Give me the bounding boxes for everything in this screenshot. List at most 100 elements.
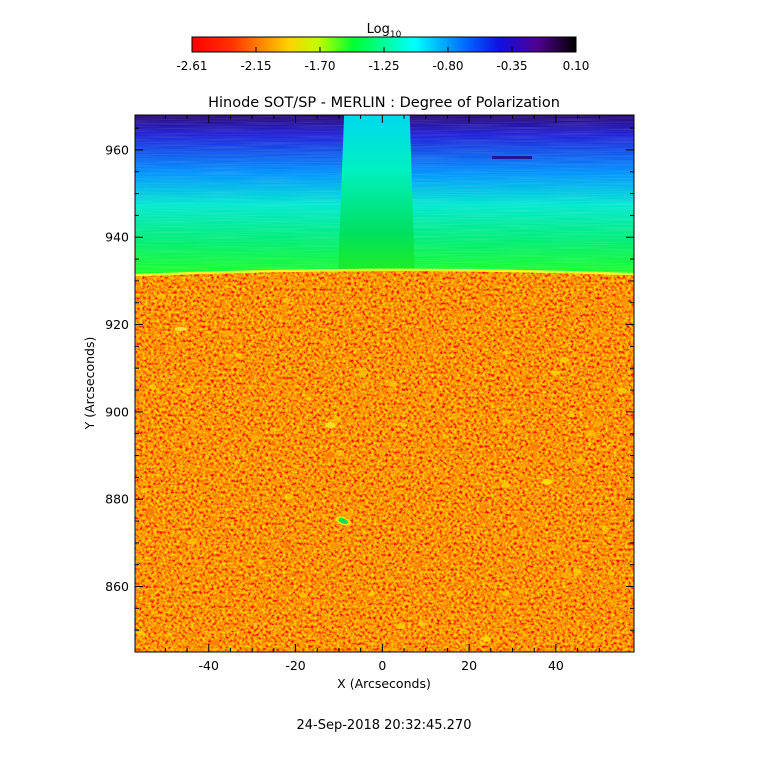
x-axis-label: X (Arcseconds) [337, 676, 431, 691]
bright-point [181, 536, 188, 541]
bright-point [325, 451, 335, 458]
y-tick-label: 960 [105, 142, 129, 157]
bright-point [381, 388, 388, 393]
bright-point [305, 396, 312, 401]
colorbar-tick-label: -2.15 [240, 59, 271, 73]
bright-point [561, 572, 571, 579]
bright-point [328, 543, 338, 550]
y-tick-label: 940 [105, 230, 129, 245]
bright-point [502, 419, 510, 425]
bright-point [298, 523, 302, 526]
bright-point [525, 385, 531, 389]
bright-point [388, 380, 398, 388]
bright-point [433, 467, 440, 471]
colorbar-tick-label: -0.80 [432, 59, 463, 73]
bright-point [219, 596, 226, 602]
bright-point [521, 378, 531, 385]
colorbar-label: Log10 [367, 22, 402, 40]
bright-point [435, 448, 440, 452]
bright-point [510, 317, 515, 320]
bright-point [160, 377, 165, 381]
bright-point [178, 343, 188, 350]
bright-point [493, 534, 500, 539]
bright-point [542, 478, 553, 485]
bright-point [592, 426, 600, 431]
bright-point [475, 468, 483, 474]
bright-point [367, 435, 372, 438]
bright-point [469, 544, 474, 548]
bright-point [368, 591, 376, 596]
y-tick-label: 900 [105, 404, 129, 419]
bright-point [502, 350, 509, 355]
bright-point [263, 384, 268, 387]
bright-point [336, 473, 343, 477]
bright-point [628, 311, 633, 314]
bright-point [588, 362, 594, 367]
bright-point [158, 503, 162, 506]
bright-point [145, 509, 155, 516]
x-tick-label: 0 [378, 658, 386, 673]
bright-point [263, 358, 274, 365]
bright-point [482, 635, 491, 642]
bright-point [559, 486, 565, 491]
bright-point [570, 293, 577, 297]
bright-point [174, 326, 187, 331]
bright-point [215, 498, 223, 504]
bright-point [210, 639, 220, 646]
bright-point [573, 525, 579, 529]
bright-point [550, 370, 561, 375]
bright-point [386, 576, 396, 583]
bright-point [560, 356, 569, 363]
bright-point [417, 621, 426, 627]
bright-point [325, 421, 336, 428]
bright-point [580, 566, 589, 573]
polarization-image [135, 115, 634, 652]
bright-point [557, 649, 562, 652]
bright-point [511, 289, 518, 293]
bright-point [170, 374, 177, 379]
bright-point [479, 641, 485, 646]
bright-point [477, 507, 485, 512]
bright-point [136, 630, 145, 636]
x-tick-label: -40 [199, 658, 219, 673]
bright-point [590, 328, 599, 334]
bright-point [262, 298, 268, 302]
bright-point [343, 511, 354, 518]
bright-point [426, 405, 430, 408]
y-tick-label: 880 [105, 492, 129, 507]
y-axis: 860 880 900 920 940 960 [105, 127, 634, 631]
bright-point [297, 497, 302, 501]
bright-point [199, 484, 208, 490]
bright-point [416, 561, 424, 566]
bright-point [530, 443, 540, 450]
timestamp: 24-Sep-2018 20:32:45.270 [297, 718, 472, 733]
bright-point [284, 493, 293, 500]
bright-point [183, 387, 193, 394]
bright-point [147, 301, 153, 305]
bright-point [135, 386, 142, 393]
bright-point [530, 533, 539, 540]
bright-point [161, 442, 166, 446]
bright-point [607, 571, 615, 577]
colorbar-tick-label: -0.35 [496, 59, 527, 73]
bright-features [135, 289, 634, 652]
bright-point [620, 300, 630, 307]
bright-point [189, 421, 196, 426]
bright-point [452, 627, 456, 630]
colorbar-tick-label: -1.25 [368, 59, 399, 73]
bright-point [586, 430, 596, 437]
bright-point [320, 340, 327, 344]
bright-point [512, 598, 522, 605]
bright-point [470, 310, 475, 313]
bright-point [593, 637, 600, 641]
bright-point [444, 503, 450, 507]
bright-point [358, 370, 368, 377]
plot-frame [134, 114, 635, 653]
bright-point [455, 590, 462, 594]
bright-point [569, 413, 575, 418]
bright-point [572, 568, 582, 575]
bright-point [180, 464, 186, 468]
colorbar: Log10 -2.61 -2.15 -1.70 -1.25 -0.80 -0.35 0.10 [176, 22, 589, 73]
bright-point [451, 412, 461, 419]
bright-point [445, 422, 451, 426]
